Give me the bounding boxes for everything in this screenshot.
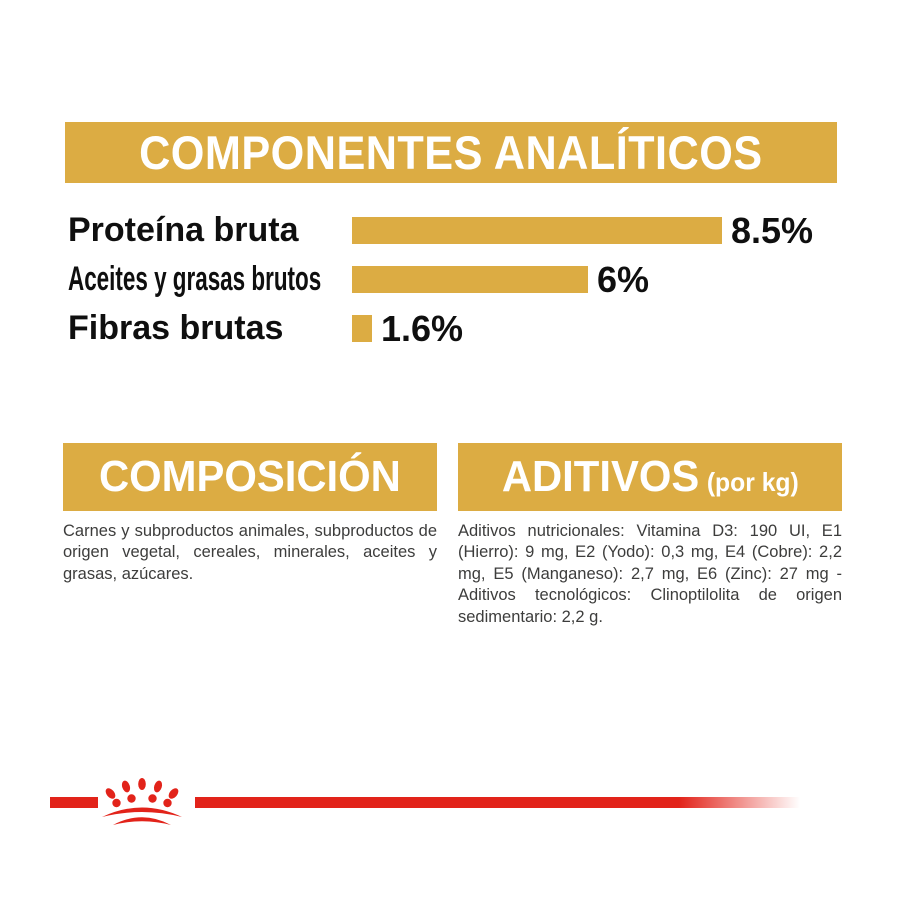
analytic-components-title: COMPONENTES ANALÍTICOS [139, 126, 763, 179]
analytic-components-chart: Proteína bruta 8.5% Aceites y grasas bru… [68, 206, 858, 353]
chart-row-protein: Proteína bruta 8.5% [68, 206, 858, 255]
additives-body: Aditivos nutricionales: Vitamina D3: 190… [458, 522, 842, 626]
analytic-components-banner: COMPONENTES ANALÍTICOS [65, 122, 837, 183]
chart-value-fibre: 1.6% [381, 307, 464, 349]
additives-section: ADITIVOS (por kg) Aditivos nutricionales… [458, 443, 842, 628]
chart-label-protein: Proteína bruta [68, 211, 299, 249]
footer-rule-right [195, 797, 800, 808]
chart-bar-fibre [352, 315, 372, 342]
additives-title-suffix: (por kg) [706, 467, 799, 497]
composition-title: COMPOSICIÓN [99, 452, 401, 501]
composition-body: Carnes y subproductos animales, subprodu… [63, 522, 437, 583]
chart-value-fat: 6% [597, 258, 650, 300]
chart-row-fat: Aceites y grasas brutos 6% [68, 255, 858, 304]
composition-section: COMPOSICIÓN Carnes y subproductos animal… [63, 443, 437, 585]
additives-banner: ADITIVOS (por kg) [458, 443, 842, 511]
royal-canin-crown-icon [102, 778, 182, 825]
chart-value-protein: 8.5% [731, 209, 814, 251]
chart-label-fibre: Fibras brutas [68, 309, 284, 347]
composition-banner: COMPOSICIÓN [63, 443, 437, 511]
chart-row-fibre: Fibras brutas 1.6% [68, 304, 858, 353]
chart-bar-fat [352, 266, 588, 293]
footer-rule-left [50, 797, 98, 808]
additives-title: ADITIVOS [501, 452, 699, 501]
chart-label-fat: Aceites y grasas brutos [68, 260, 322, 298]
chart-bar-protein [352, 217, 722, 244]
